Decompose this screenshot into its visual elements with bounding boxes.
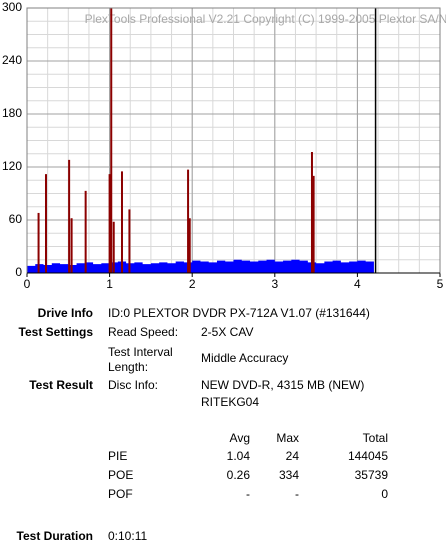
column-header: Max	[276, 431, 299, 445]
row-label: POF	[108, 487, 133, 501]
cell: 334	[278, 468, 299, 482]
label: Read Speed:	[108, 325, 179, 339]
value: ID:0 PLEXTOR DVDR PX-712A V1.07 (#131644…	[108, 306, 370, 320]
value: RITEKG04	[201, 395, 260, 409]
row-label: PIE	[108, 449, 128, 463]
label: Test Settings	[18, 325, 93, 339]
y-tick-label: 0	[15, 265, 22, 279]
label: Disc Info:	[108, 378, 159, 392]
x-tick-label: 1	[106, 277, 113, 291]
cell: -	[295, 487, 299, 501]
y-tick-label: 120	[2, 159, 22, 173]
x-tick-label: 5	[437, 277, 444, 291]
y-tick-label: 180	[2, 106, 22, 120]
cell: -	[246, 487, 250, 501]
label: Drive Info	[37, 306, 93, 320]
column-header: Avg	[229, 431, 250, 445]
label: Test Duration	[16, 529, 93, 543]
y-tick-label: 300	[2, 0, 22, 14]
value: Middle Accuracy	[201, 351, 289, 365]
cell: 1.04	[226, 449, 250, 463]
x-tick-label: 4	[354, 277, 361, 291]
value: NEW DVD-R, 4315 MB (NEW)	[201, 378, 365, 392]
y-tick-label: 60	[9, 212, 23, 226]
row-label: POE	[108, 468, 134, 482]
cell: 24	[285, 449, 299, 463]
cell: 0	[381, 487, 388, 501]
label: Test Result	[29, 378, 93, 392]
watermark: PlexTools Professional V2.21 Copyright (…	[85, 12, 446, 26]
x-tick-label: 0	[24, 277, 31, 291]
x-tick-label: 2	[189, 277, 196, 291]
chart: 0 60 120 180 240 300 0 1 2 3 4 5 PlexTools Professio…	[2, 0, 446, 291]
cell: 0.26	[226, 468, 250, 482]
cell: 144045	[347, 449, 388, 463]
area	[27, 259, 374, 273]
x-tick-label: 3	[271, 277, 278, 291]
value: 0:10:11	[108, 529, 148, 543]
y-tick-label: 240	[2, 53, 22, 67]
column-header: Total	[362, 431, 388, 445]
label: Test Interval Length:	[108, 345, 173, 374]
cell: 35739	[354, 468, 388, 482]
value: 2-5X CAV	[201, 325, 254, 339]
